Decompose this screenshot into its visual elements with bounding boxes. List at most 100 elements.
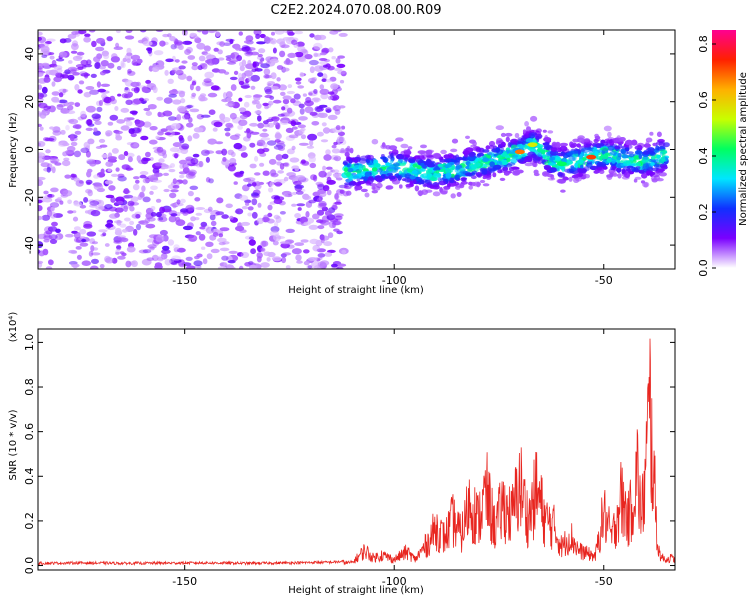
ridge-mark bbox=[358, 158, 367, 164]
ridge-mark bbox=[385, 185, 392, 190]
noise-mark bbox=[279, 50, 286, 58]
noise-mark bbox=[101, 154, 108, 158]
ridge-mark bbox=[486, 152, 493, 156]
noise-mark bbox=[239, 65, 245, 72]
noise-mark bbox=[174, 153, 179, 159]
noise-mark bbox=[164, 258, 172, 266]
ridge-mark bbox=[499, 177, 506, 181]
noise-mark bbox=[55, 58, 65, 62]
noise-mark bbox=[38, 36, 42, 41]
noise-mark bbox=[84, 33, 91, 38]
noise-mark bbox=[91, 113, 101, 119]
noise-mark bbox=[51, 221, 58, 227]
ridge-mark bbox=[568, 176, 573, 182]
noise-mark bbox=[321, 206, 329, 212]
noise-mark bbox=[236, 55, 243, 62]
noise-mark bbox=[295, 190, 304, 195]
noise-mark bbox=[204, 150, 215, 154]
noise-mark bbox=[195, 207, 206, 210]
noise-mark bbox=[335, 125, 341, 131]
ridge-mark bbox=[582, 138, 590, 143]
noise-mark bbox=[121, 252, 127, 257]
noise-mark bbox=[58, 51, 68, 58]
noise-mark bbox=[198, 55, 206, 62]
noise-mark bbox=[286, 172, 296, 177]
noise-mark bbox=[188, 234, 198, 242]
noise-mark bbox=[170, 123, 181, 130]
ridge-mark bbox=[346, 163, 351, 168]
noise-mark bbox=[176, 212, 181, 217]
noise-mark bbox=[318, 200, 327, 208]
noise-mark bbox=[145, 223, 156, 229]
noise-mark bbox=[117, 255, 126, 260]
noise-mark bbox=[140, 135, 149, 141]
ridge-mark bbox=[497, 169, 503, 174]
noise-mark bbox=[106, 36, 113, 42]
noise-mark bbox=[317, 225, 325, 230]
noise-mark bbox=[99, 264, 105, 269]
noise-mark bbox=[147, 47, 152, 54]
spectrogram-y-tick-label: 40 bbox=[23, 47, 36, 61]
noise-mark bbox=[95, 46, 105, 52]
noise-mark bbox=[340, 148, 345, 153]
ridge-mark bbox=[611, 173, 619, 177]
noise-mark bbox=[275, 216, 282, 223]
noise-mark bbox=[52, 130, 62, 136]
noise-mark bbox=[206, 253, 213, 260]
noise-mark bbox=[246, 47, 256, 51]
noise-mark bbox=[153, 172, 163, 177]
noise-mark bbox=[230, 52, 235, 60]
ridge-mark bbox=[493, 164, 502, 170]
noise-mark bbox=[259, 132, 270, 138]
noise-mark bbox=[285, 265, 291, 269]
noise-mark bbox=[139, 30, 147, 33]
noise-mark bbox=[38, 102, 48, 109]
noise-mark bbox=[73, 226, 81, 231]
ridge-mark bbox=[361, 171, 366, 177]
ridge-mark bbox=[500, 132, 506, 137]
noise-mark bbox=[208, 178, 214, 184]
ridge-mark bbox=[482, 157, 489, 162]
noise-mark bbox=[303, 249, 310, 254]
noise-mark bbox=[108, 185, 116, 191]
noise-mark bbox=[290, 98, 296, 104]
ridge-mark bbox=[642, 163, 650, 170]
ridge-mark bbox=[565, 160, 573, 165]
noise-mark bbox=[264, 94, 273, 99]
noise-mark bbox=[253, 172, 261, 176]
ridge-mark bbox=[636, 142, 645, 149]
ridge-mark bbox=[440, 188, 448, 194]
ridge-mark bbox=[437, 176, 442, 183]
ridge-mark bbox=[388, 176, 396, 180]
noise-mark bbox=[63, 157, 70, 161]
noise-mark bbox=[132, 183, 140, 191]
noise-mark bbox=[307, 133, 318, 141]
ridge-mark bbox=[517, 159, 524, 163]
noise-mark bbox=[204, 71, 215, 79]
noise-mark bbox=[256, 142, 263, 147]
colorbar-ticks: 0.0 0.2 0.4 0.6 0.8 bbox=[697, 35, 716, 277]
ridge-mark bbox=[423, 183, 432, 187]
noise-mark bbox=[80, 147, 90, 154]
noise-mark bbox=[198, 233, 206, 241]
noise-mark bbox=[300, 239, 309, 243]
noise-mark bbox=[49, 126, 55, 130]
noise-mark bbox=[191, 62, 198, 67]
noise-mark bbox=[84, 210, 90, 214]
ridge-mark bbox=[609, 173, 614, 178]
ridge-mark bbox=[450, 148, 458, 153]
noise-mark bbox=[335, 57, 341, 64]
noise-mark bbox=[41, 54, 48, 58]
noise-mark bbox=[302, 93, 307, 97]
noise-mark bbox=[71, 43, 79, 51]
noise-mark bbox=[331, 263, 338, 268]
colorbar: 0.0 0.2 0.4 0.6 0.8 Normalized spectral ampl… bbox=[697, 30, 749, 277]
noise-mark bbox=[76, 51, 85, 56]
noise-mark bbox=[219, 227, 230, 232]
noise-mark bbox=[85, 119, 92, 126]
ridge-mark bbox=[420, 162, 425, 167]
noise-mark bbox=[307, 257, 318, 262]
noise-mark bbox=[322, 73, 328, 80]
noise-mark bbox=[246, 183, 252, 187]
noise-mark bbox=[262, 102, 269, 107]
